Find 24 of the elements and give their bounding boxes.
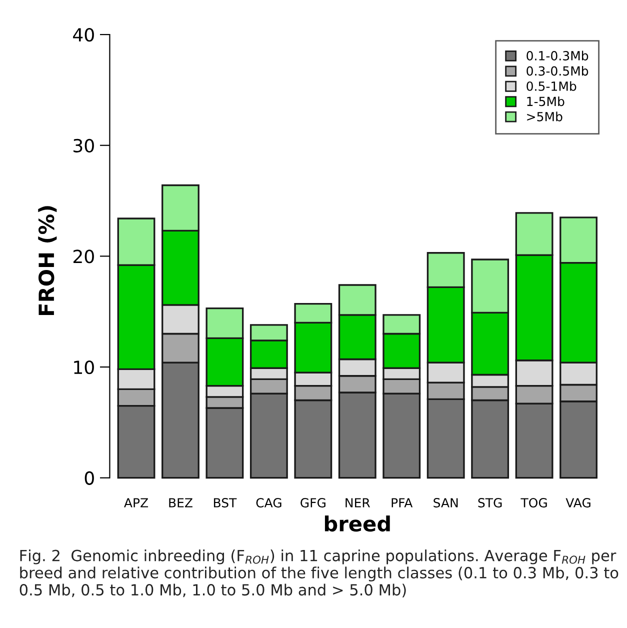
legend-label: 0.1-0.3Mb bbox=[526, 50, 588, 60]
x-tick-label: APZ bbox=[124, 498, 148, 508]
x-tick-label: NER bbox=[346, 498, 370, 508]
x-tick-label: CAG bbox=[256, 498, 282, 508]
x-tick-label: TOG bbox=[520, 498, 547, 508]
y-tick-label: 30 bbox=[74, 138, 94, 152]
x-tick-label: GFG bbox=[300, 498, 326, 508]
y-tick-label: 0 bbox=[84, 471, 94, 485]
x-tick-label: SAN bbox=[434, 498, 458, 508]
x-tick-label: VAG bbox=[566, 498, 590, 508]
caption: Fig. 2 Genomic inbreeding (F$_{ROH}$) in 11 caprine populations. Average F$_{ROH}$ per breed and relative contribution of the five length classes (0.1 to 0.3 Mb, 0.3 to 0.5 Mb, 0.5 to 1.0 Mb, 1.0 to 5.0 Mb and > 5.0 Mb) bbox=[20, 550, 618, 598]
x-tick-label: BEZ bbox=[169, 498, 192, 508]
legend-label: 1-5Mb bbox=[527, 96, 564, 106]
legend-label: >5Mb bbox=[527, 112, 562, 122]
x-tick-label: PFA bbox=[392, 498, 413, 508]
y-axis-title: FROH (%) bbox=[38, 206, 57, 315]
y-tick-label: 10 bbox=[74, 360, 94, 374]
x-tick-label: STG bbox=[478, 498, 502, 508]
x-axis-title: breed bbox=[324, 515, 390, 532]
legend-label: 0.5-1Mb bbox=[526, 81, 576, 91]
x-tick-label: BST bbox=[214, 498, 237, 508]
y-tick-label: 20 bbox=[73, 250, 94, 264]
legend-label: 0.3-0.5Mb bbox=[526, 66, 588, 76]
y-tick-label: 40 bbox=[73, 28, 94, 42]
